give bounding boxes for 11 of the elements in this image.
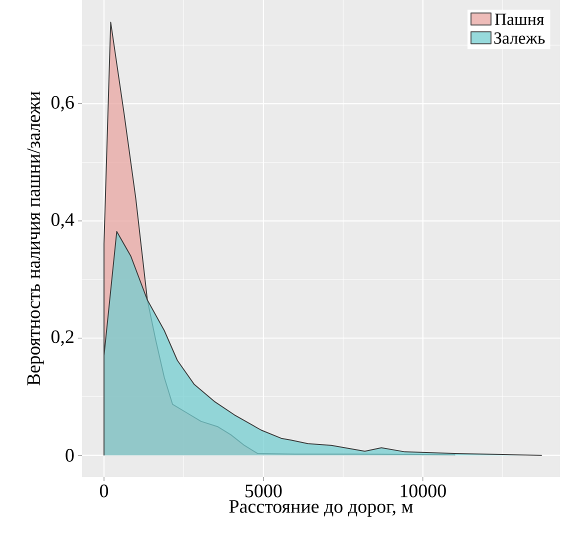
x-tick-label: 5000 [246, 484, 282, 498]
legend-label: Залежь [494, 32, 545, 44]
y-tick-label: 0,6 [51, 96, 74, 112]
y-axis-title: Вероятность наличия пашни/залежи [27, 92, 44, 386]
x-axis-title: Расстояние до дорог, м [229, 500, 413, 517]
y-tick-label: 0 [66, 448, 74, 462]
y-tick-label: 0,2 [51, 330, 74, 346]
x-tick-label: 0 [100, 484, 108, 498]
x-tick-label: 10000 [400, 484, 446, 498]
y-tick-label: 0,4 [51, 213, 74, 229]
legend-label: Пашня [494, 14, 544, 26]
